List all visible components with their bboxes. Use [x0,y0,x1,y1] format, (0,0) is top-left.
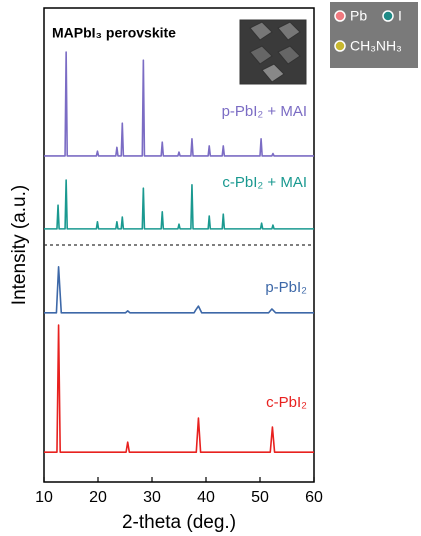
xrd-pattern [44,179,314,230]
series-label: p-PbI₂ [265,279,307,296]
x-tick-label: 60 [305,489,323,506]
x-tick-label: 40 [197,489,215,506]
atom-marker [334,40,346,52]
octahedron [249,21,273,41]
x-axis-label: 2-theta (deg.) [122,512,236,533]
x-tick-label: 50 [251,489,269,506]
series-label: p-PbI₂ + MAI [222,103,307,120]
series-label: c-PbI₂ + MAI [222,174,307,191]
y-axis-label: Intensity (a.u.) [9,185,30,305]
xrd-pattern [44,266,314,314]
x-tick-label: 20 [89,489,107,506]
octahedron [277,45,301,65]
atom-legend-label: I [398,8,402,24]
xrd-pattern [44,51,314,157]
crystal-structure [239,19,307,85]
atom-legend-label: CH₃NH₃ [350,38,402,54]
chart-title: MAPbI₃ perovskite [52,25,176,41]
atom-legend-label: Pb [350,8,367,24]
x-tick-label: 10 [35,489,53,506]
xrd-pattern [44,324,314,453]
atom-marker [382,10,394,22]
octahedron [277,21,301,41]
octahedron [249,45,273,65]
series-label: c-PbI₂ [266,394,307,411]
atom-marker [334,10,346,22]
x-tick-label: 30 [143,489,161,506]
octahedron [261,63,285,83]
